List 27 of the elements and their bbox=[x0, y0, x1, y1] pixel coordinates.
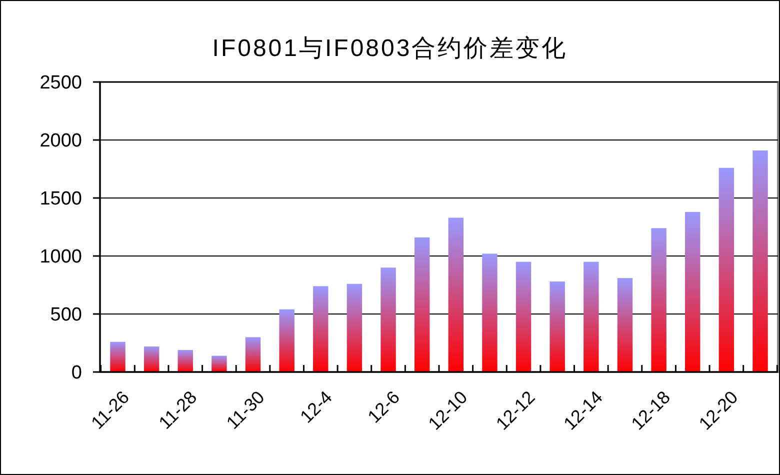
y-tick-label: 1000 bbox=[40, 246, 82, 268]
bar bbox=[584, 262, 599, 372]
bar bbox=[617, 278, 633, 372]
bar bbox=[313, 286, 328, 372]
bar bbox=[279, 309, 294, 372]
bar bbox=[448, 218, 464, 372]
y-tick-label: 500 bbox=[50, 304, 82, 326]
bar bbox=[144, 346, 160, 372]
bar bbox=[414, 237, 430, 372]
bar bbox=[550, 282, 565, 372]
bar bbox=[380, 268, 396, 372]
bar bbox=[245, 337, 261, 372]
y-tick-label: 2500 bbox=[40, 72, 82, 94]
bar bbox=[651, 228, 666, 372]
chart-title: IF0801与IF0803合约价差变化 bbox=[212, 35, 568, 62]
y-tick-label: 1500 bbox=[40, 188, 82, 210]
bar bbox=[718, 168, 734, 372]
bar bbox=[110, 342, 126, 372]
y-tick-label: 0 bbox=[71, 362, 82, 384]
bar bbox=[212, 356, 227, 372]
bar bbox=[178, 350, 193, 372]
bar bbox=[516, 262, 532, 372]
bar bbox=[346, 284, 362, 372]
bar bbox=[482, 254, 498, 372]
y-tick-label: 2000 bbox=[40, 130, 82, 152]
bar bbox=[685, 212, 700, 372]
bar bbox=[752, 150, 768, 372]
